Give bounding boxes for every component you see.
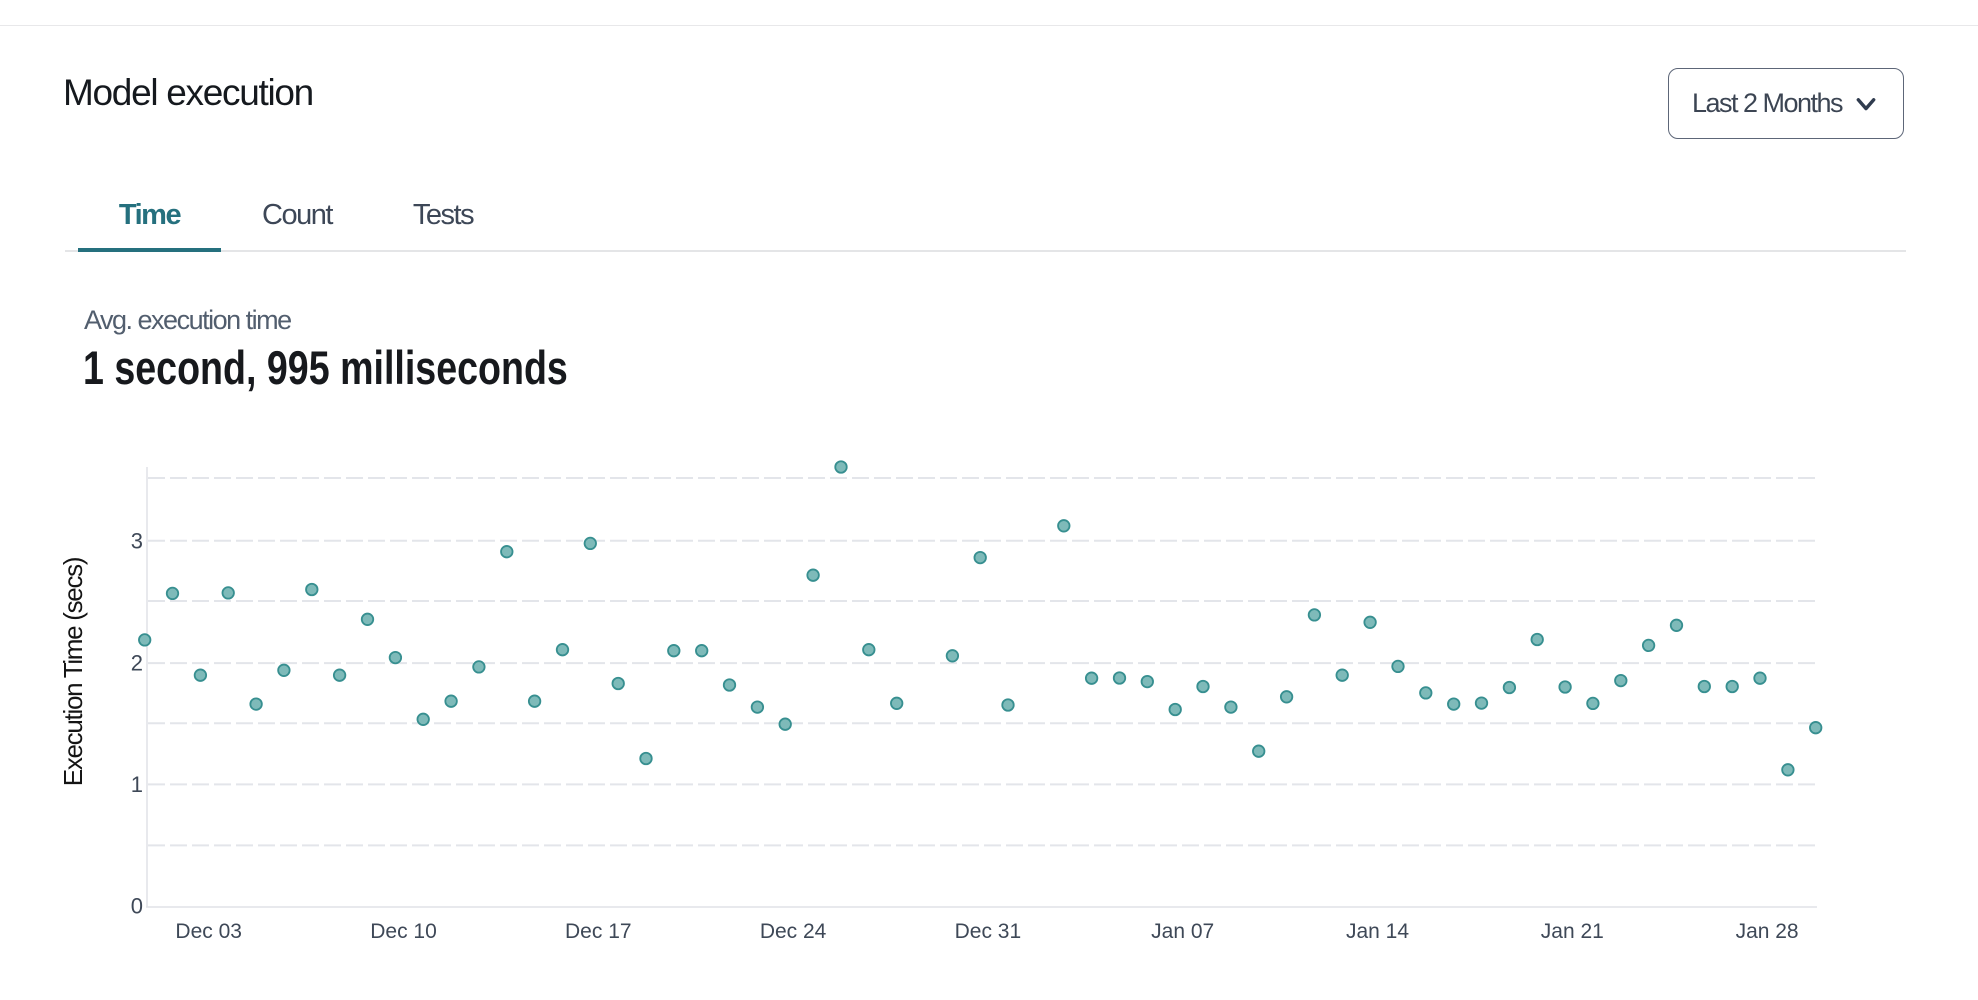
svg-text:1: 1 [131,772,143,797]
svg-text:Jan 14: Jan 14 [1346,920,1409,943]
svg-text:Jan 07: Jan 07 [1151,920,1214,943]
svg-text:Dec 10: Dec 10 [370,920,437,943]
svg-text:Jan 21: Jan 21 [1541,920,1604,943]
svg-text:Execution Time (secs): Execution Time (secs) [58,557,88,786]
svg-text:Dec 03: Dec 03 [175,920,242,943]
svg-text:Dec 24: Dec 24 [760,920,827,943]
svg-text:Dec 31: Dec 31 [955,920,1022,943]
svg-text:3: 3 [131,528,143,553]
svg-text:Jan 28: Jan 28 [1736,920,1799,943]
svg-text:Dec 17: Dec 17 [565,920,632,943]
svg-text:0: 0 [131,894,143,919]
svg-text:2: 2 [131,651,143,676]
